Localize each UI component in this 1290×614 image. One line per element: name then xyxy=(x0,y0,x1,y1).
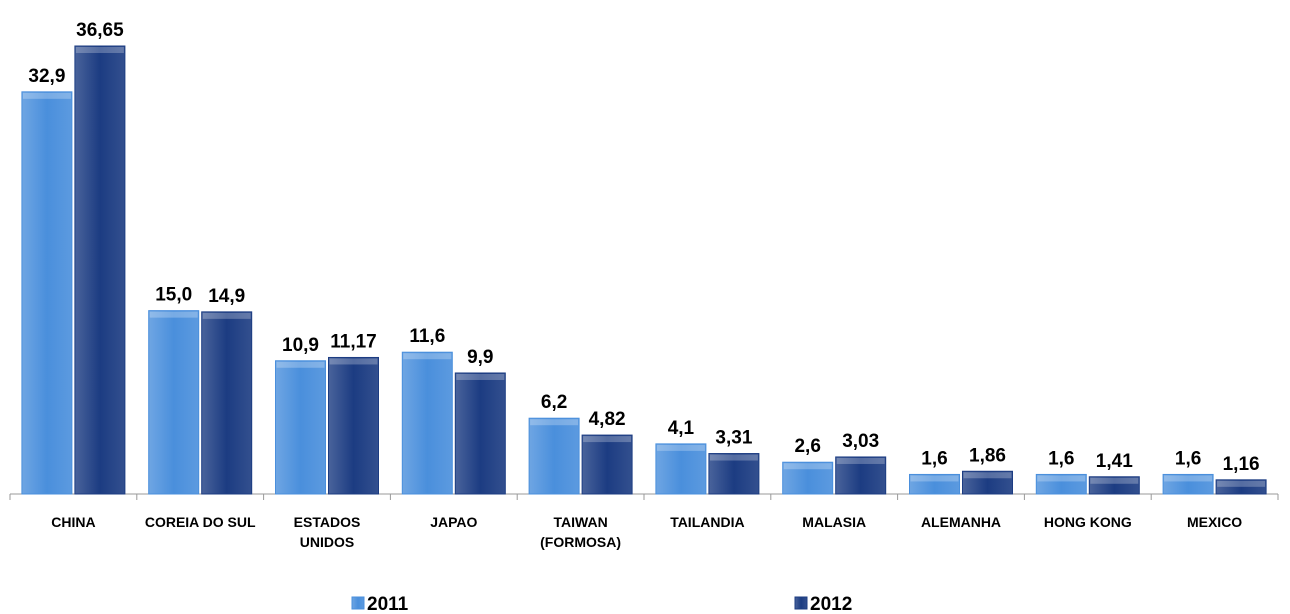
value-label: 2,6 xyxy=(794,436,820,457)
bar xyxy=(201,311,253,495)
bar-bevel xyxy=(910,475,959,482)
value-label: 10,9 xyxy=(282,335,319,356)
bar xyxy=(74,45,126,495)
x-tick-label: CHINA xyxy=(51,514,96,530)
value-label: 14,9 xyxy=(208,286,245,307)
bar xyxy=(1162,473,1214,495)
x-tick-label: ALEMANHA xyxy=(920,514,1002,530)
value-label: 9,9 xyxy=(467,347,493,368)
bar-bevel xyxy=(149,311,198,318)
bar xyxy=(782,461,834,495)
value-label: 6,2 xyxy=(541,392,567,413)
bar-bevel xyxy=(1217,480,1266,487)
bar xyxy=(528,417,580,495)
bar xyxy=(1215,479,1267,495)
value-label: 4,82 xyxy=(589,409,626,430)
value-label: 36,65 xyxy=(76,20,124,41)
bar-bevel xyxy=(75,47,124,53)
legend-label: 2011 xyxy=(367,594,409,614)
value-label: 1,6 xyxy=(1175,448,1201,469)
bar-bevel xyxy=(1090,477,1139,484)
bar-bevel xyxy=(783,463,832,470)
value-label: 1,6 xyxy=(1048,448,1074,469)
bar-bevel xyxy=(530,419,579,426)
value-label: 3,31 xyxy=(715,428,752,449)
value-label: 32,9 xyxy=(28,66,65,87)
bar-bevel xyxy=(403,353,452,360)
bar xyxy=(1088,476,1140,495)
bar xyxy=(835,456,887,495)
value-label: 1,6 xyxy=(921,448,947,469)
x-tick-label: HONG KONG xyxy=(1043,514,1132,530)
bar xyxy=(401,351,453,495)
value-label: 4,1 xyxy=(668,418,695,439)
x-tick-label: TAILANDIA xyxy=(670,514,745,530)
value-label: 15,0 xyxy=(155,285,192,306)
legend-label: 2012 xyxy=(810,594,852,614)
value-label: 1,41 xyxy=(1096,451,1133,472)
x-tick-label: COREIA DO SUL xyxy=(144,514,256,530)
value-label: 11,17 xyxy=(330,331,377,352)
bar xyxy=(275,360,326,495)
bar xyxy=(1035,473,1087,495)
bar-bevel xyxy=(963,472,1012,479)
bar-bevel xyxy=(709,454,758,461)
bar-bevel xyxy=(1037,475,1086,482)
x-tick-label: MEXICO xyxy=(1186,514,1243,530)
bar-bevel xyxy=(583,436,632,443)
x-tick-label: ESTADOS UNIDOS xyxy=(293,514,361,550)
bar-bevel xyxy=(22,92,71,99)
bar-bevel xyxy=(836,457,885,464)
bar-bevel xyxy=(329,358,378,365)
value-label: 3,03 xyxy=(842,431,879,452)
bar xyxy=(708,453,760,495)
legend-swatch xyxy=(794,596,808,610)
bar-bevel xyxy=(202,312,251,319)
bar xyxy=(962,470,1013,495)
x-tick-label: MALASIA xyxy=(802,514,867,530)
value-label: 1,86 xyxy=(969,445,1006,466)
bar xyxy=(328,356,379,495)
bar xyxy=(148,310,200,495)
bar xyxy=(655,443,707,495)
bar xyxy=(909,473,960,495)
bar-bevel xyxy=(276,361,325,368)
bar xyxy=(581,434,633,495)
bar xyxy=(21,91,73,495)
bar-bevel xyxy=(456,373,505,380)
x-tick-label: JAPAO xyxy=(430,514,478,530)
x-tick-label: TAIWAN (FORMOSA) xyxy=(540,514,622,550)
value-label: 1,16 xyxy=(1223,454,1260,475)
bar xyxy=(454,372,506,495)
legend-swatch xyxy=(351,596,365,610)
bar-bevel xyxy=(1164,475,1213,482)
value-label: 11,6 xyxy=(409,326,445,347)
bar-bevel xyxy=(656,444,705,451)
